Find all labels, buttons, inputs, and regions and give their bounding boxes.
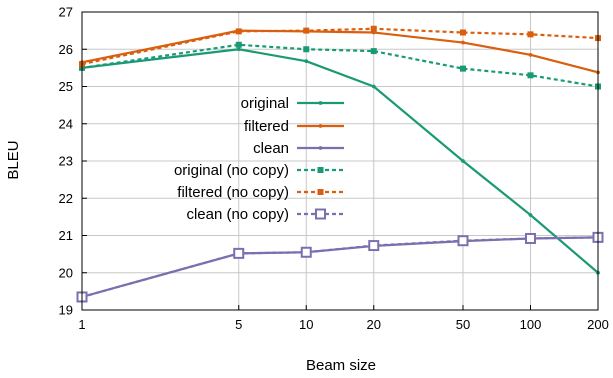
data-point — [528, 213, 533, 217]
x-tick-label: 200 — [587, 317, 609, 332]
tick-labels: 1 5 10 20 50 100 200 19 20 21 22 23 24 25 26 27 — [59, 5, 609, 333]
data-point — [368, 240, 380, 252]
legend-label: filtered — [244, 118, 289, 135]
data-point — [459, 65, 466, 72]
legend-label: original (no copy) — [174, 162, 289, 179]
series-5 — [76, 231, 604, 303]
y-tick-label: 25 — [59, 79, 73, 94]
y-tick-label: 21 — [59, 228, 73, 243]
x-tick-label: 100 — [520, 317, 542, 332]
data-point — [235, 28, 242, 35]
y-tick-label: 20 — [59, 265, 73, 280]
legend-label: clean — [253, 140, 289, 157]
y-axis-title: BLEU — [5, 140, 22, 179]
series-lines — [76, 25, 604, 303]
data-point — [236, 47, 241, 52]
y-tick-label: 24 — [59, 116, 73, 131]
data-point — [303, 27, 310, 34]
data-point — [461, 159, 465, 163]
x-tick-label: 10 — [299, 317, 313, 332]
data-point — [233, 247, 245, 259]
y-tick-label: 22 — [59, 191, 73, 206]
legend-swatch-marker — [318, 101, 323, 105]
y-tick-label: 23 — [59, 154, 73, 169]
plot-border — [81, 11, 599, 311]
x-tick-label: 20 — [367, 317, 381, 332]
data-point — [303, 46, 310, 53]
data-point — [528, 52, 533, 57]
series-line — [81, 236, 599, 299]
y-tick-label: 27 — [59, 5, 73, 20]
legend-label: original — [241, 95, 289, 112]
data-point — [524, 232, 536, 244]
series-1 — [80, 28, 600, 75]
x-tick-label: 1 — [78, 317, 85, 332]
data-point — [527, 72, 534, 79]
legend-entry: filtered — [244, 118, 344, 135]
data-point — [300, 246, 312, 258]
legend-swatch-marker — [317, 189, 324, 195]
legend-label: clean (no copy) — [186, 206, 289, 223]
data-point — [461, 40, 465, 45]
legend-entry: original — [241, 95, 344, 112]
series-line — [81, 43, 599, 88]
legend-entry: clean (no copy) — [186, 206, 344, 223]
legend: original filtered clean original (no copy) f… — [174, 95, 344, 223]
legend-entry: filtered (no copy) — [177, 184, 344, 201]
legend-swatch-marker — [317, 167, 324, 173]
legend-label: filtered (no copy) — [177, 184, 289, 201]
data-point — [235, 41, 242, 48]
y-tick-label: 19 — [59, 303, 73, 318]
data-point — [370, 48, 377, 55]
legend-swatch-marker — [315, 208, 326, 220]
legend-swatch-marker — [318, 146, 323, 150]
legend-swatch-marker — [318, 124, 323, 128]
data-point — [457, 235, 469, 247]
plot-frame — [81, 11, 599, 311]
x-tick-label: 50 — [456, 317, 470, 332]
series-line — [81, 29, 599, 74]
legend-entry: clean — [253, 140, 344, 157]
legend-entry: original (no copy) — [174, 162, 344, 179]
data-point — [370, 25, 377, 32]
data-point — [527, 31, 534, 38]
y-tick-label: 26 — [59, 42, 73, 57]
x-tick-label: 5 — [235, 317, 242, 332]
data-point — [304, 59, 309, 64]
x-axis-title: Beam size — [306, 357, 376, 374]
data-point — [371, 84, 376, 89]
data-point — [459, 29, 466, 36]
series-2 — [80, 235, 600, 299]
series-line — [81, 236, 599, 299]
